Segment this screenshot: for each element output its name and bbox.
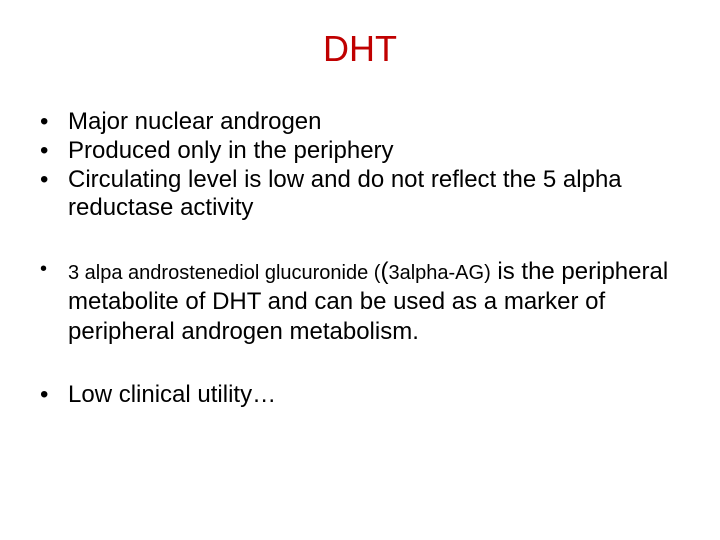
list-item: Low clinical utility… [28,381,692,410]
list-item: Produced only in the periphery [28,137,692,166]
list-item: Major nuclear androgen [28,108,692,137]
slide-title: DHT [28,28,692,70]
bullet-text: Low clinical utility… [68,381,276,408]
spacer [28,347,692,381]
bullet-text-lead: 3 alpa androstenediol glucuronide ( [68,262,380,284]
bullet-text: Produced only in the periphery [68,137,394,164]
bullet-group-3: Low clinical utility… [28,381,692,410]
list-item: Circulating level is low and do not refl… [28,166,692,224]
bullet-text: Circulating level is low and do not refl… [68,166,622,222]
spacer [28,223,692,257]
slide: DHT Major nuclear androgen Produced only… [0,0,720,540]
bullet-group-2: 3 alpa androstenediol glucuronide ((3alp… [28,257,692,347]
list-item: 3 alpa androstenediol glucuronide ((3alp… [28,257,692,347]
bullet-text: Major nuclear androgen [68,108,322,135]
bullet-text-mid: 3alpha-AG) [388,262,490,284]
bullet-group-1: Major nuclear androgen Produced only in … [28,108,692,223]
